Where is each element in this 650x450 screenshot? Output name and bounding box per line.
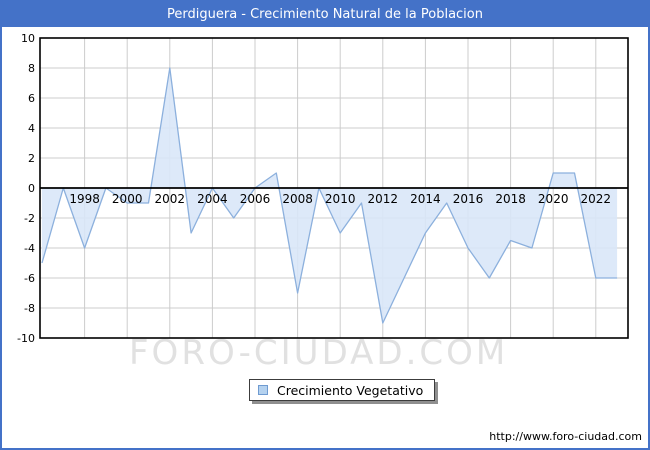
svg-text:-4: -4 bbox=[24, 242, 35, 255]
svg-text:2006: 2006 bbox=[240, 192, 271, 206]
svg-text:2022: 2022 bbox=[581, 192, 612, 206]
svg-text:8: 8 bbox=[28, 62, 35, 75]
svg-text:-8: -8 bbox=[24, 302, 35, 315]
svg-text:0: 0 bbox=[28, 182, 35, 195]
svg-text:2010: 2010 bbox=[325, 192, 356, 206]
svg-text:-6: -6 bbox=[24, 272, 35, 285]
svg-text:2000: 2000 bbox=[112, 192, 143, 206]
legend-label: Crecimiento Vegetativo bbox=[277, 382, 424, 398]
svg-text:2: 2 bbox=[28, 152, 35, 165]
svg-text:2018: 2018 bbox=[495, 192, 526, 206]
svg-text:2014: 2014 bbox=[410, 192, 441, 206]
svg-text:2012: 2012 bbox=[368, 192, 399, 206]
watermark: FORO-CIUDAD.COM bbox=[129, 333, 509, 373]
legend-marker-icon bbox=[258, 385, 268, 395]
svg-text:1998: 1998 bbox=[69, 192, 100, 206]
svg-text:2016: 2016 bbox=[453, 192, 484, 206]
svg-text:4: 4 bbox=[28, 122, 35, 135]
svg-text:-2: -2 bbox=[24, 212, 35, 225]
footer-url: http://www.foro-ciudad.com bbox=[489, 430, 642, 443]
svg-text:6: 6 bbox=[28, 92, 35, 105]
svg-text:2020: 2020 bbox=[538, 192, 569, 206]
svg-text:2008: 2008 bbox=[282, 192, 313, 206]
svg-text:10: 10 bbox=[21, 32, 35, 45]
page-title: Perdiguera - Crecimiento Natural de la P… bbox=[2, 2, 648, 27]
svg-text:2002: 2002 bbox=[155, 192, 186, 206]
legend-box: Crecimiento Vegetativo bbox=[249, 379, 436, 401]
svg-text:2004: 2004 bbox=[197, 192, 228, 206]
svg-text:-10: -10 bbox=[17, 332, 35, 345]
